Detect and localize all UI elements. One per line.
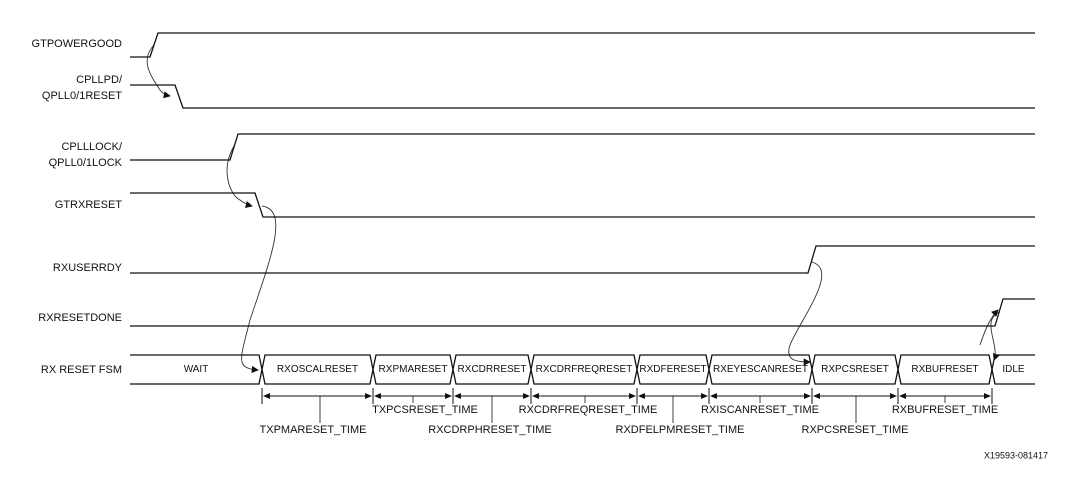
signal-label: QPLL0/1LOCK	[49, 157, 123, 169]
arrow	[146, 44, 171, 99]
fsm-state	[897, 354, 993, 385]
fsm-state-label: RXPMARESET	[379, 364, 448, 375]
waveform	[130, 245, 1035, 274]
fsm-state	[452, 354, 532, 385]
arrow	[990, 311, 1001, 361]
waveform	[130, 84, 1035, 109]
fsm-state-label: RXCDRRESET	[458, 364, 527, 375]
figure-id: X19593-081417	[984, 450, 1048, 460]
timing-label: RXISCANRESET_TIME	[701, 404, 819, 416]
waveform	[130, 298, 1035, 327]
fsm-state	[372, 354, 454, 385]
signal-label: CPLLLOCK/	[61, 141, 122, 153]
fsm-state-label: WAIT	[184, 364, 209, 375]
arrow	[241, 205, 277, 374]
fsm-state-label: RXBUFRESET	[911, 364, 978, 375]
timing-label: RXPCSRESET_TIME	[802, 424, 909, 436]
fsm-state	[530, 354, 638, 385]
fsm-state	[811, 354, 899, 385]
arrow	[979, 309, 999, 346]
timing-label: RXBUFRESET_TIME	[892, 404, 998, 416]
fsm-state-label: IDLE	[1002, 364, 1025, 375]
timing-label: RXCDRPHRESET_TIME	[428, 424, 551, 436]
signal-label: RXRESETDONE	[38, 312, 122, 324]
fsm-state-label: RXCDRFREQRESET	[536, 364, 633, 375]
fsm-state-label: RXEYESCANRESET	[713, 364, 808, 375]
timing-label: RXCDRFREQRESET_TIME	[519, 404, 658, 416]
fsm-label: RX RESET FSM	[41, 364, 122, 376]
fsm-state	[261, 354, 374, 385]
timing-label: RXDFELPMRESET_TIME	[616, 424, 745, 436]
fsm-state-label: RXOSCALRESET	[277, 364, 358, 375]
causal-arrows	[146, 44, 1001, 374]
arrow	[788, 261, 823, 366]
signal-label: QPLL0/1RESET	[42, 90, 122, 102]
timing-label: TXPCSRESET_TIME	[372, 404, 478, 416]
waveform	[130, 133, 1035, 161]
fsm-state	[636, 354, 710, 385]
fsm-state-label: RXDFERESET	[639, 364, 706, 375]
waveform	[130, 32, 1035, 58]
timing-label: TXPMARESET_TIME	[260, 424, 367, 436]
waveform	[130, 192, 1035, 218]
arrow	[226, 145, 253, 208]
signal-label: CPLLPD/	[76, 74, 123, 86]
fsm-state-label: RXPCSRESET	[821, 364, 889, 375]
fsm-state	[991, 354, 1035, 385]
signal-label: GTRXRESET	[55, 199, 123, 211]
signal-label: GTPOWERGOOD	[32, 38, 123, 50]
signal-label: RXUSERRDY	[53, 262, 123, 274]
fsm-state	[708, 354, 813, 385]
